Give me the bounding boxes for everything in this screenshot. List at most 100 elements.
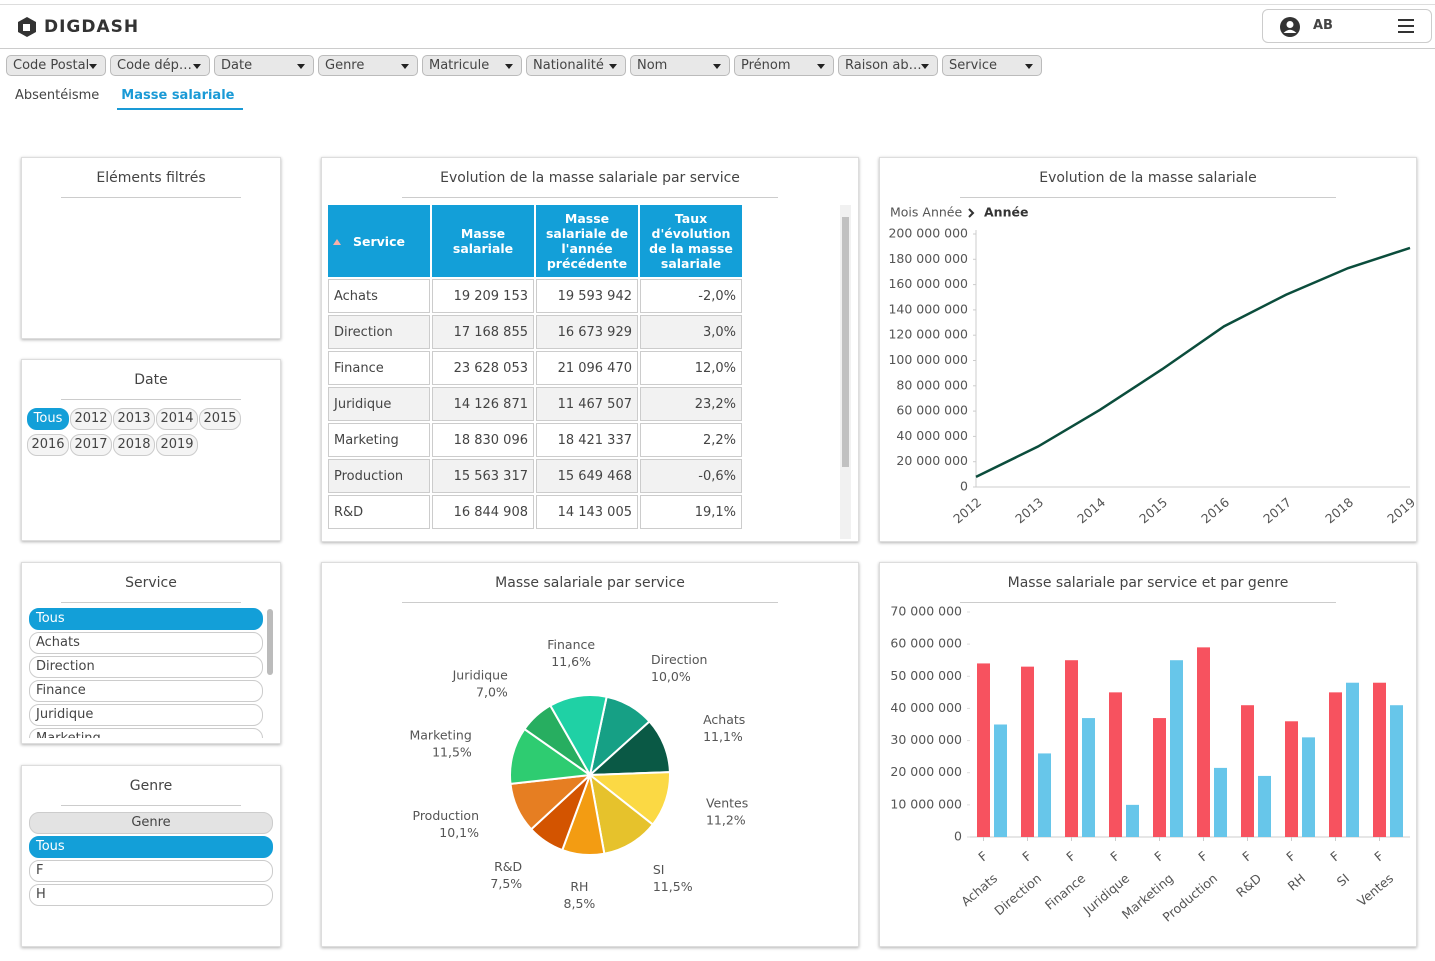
table-cell: 16 844 908 xyxy=(432,495,534,529)
y-tick-label: 20 000 000 xyxy=(896,453,968,468)
table-wrap: Service Masse salariale Masse salariale de… xyxy=(328,205,748,540)
column-header[interactable]: Masse salariale xyxy=(432,205,534,277)
date-option[interactable]: 2018 xyxy=(113,434,155,456)
scrollbar[interactable] xyxy=(840,205,851,539)
table-row: R&D 16 844 908 14 143 005 19,1% xyxy=(328,495,742,529)
bar[interactable] xyxy=(994,724,1007,838)
bar[interactable] xyxy=(1390,705,1403,837)
date-option[interactable]: 2014 xyxy=(156,408,198,430)
dropdown-caret xyxy=(713,64,721,69)
y-tick-label: 60 000 000 xyxy=(890,636,962,651)
filter-dropdown[interactable]: Service xyxy=(942,55,1042,76)
table-cell: 23,2% xyxy=(640,387,742,421)
x-sublabel: F xyxy=(1371,848,1386,864)
date-option[interactable]: 2019 xyxy=(156,434,198,456)
y-tick-label: 70 000 000 xyxy=(890,604,962,619)
x-tick-label: 2016 xyxy=(1198,494,1232,526)
slice-value: 11,1% xyxy=(703,729,743,744)
bar[interactable] xyxy=(1197,647,1210,837)
filter-dropdown[interactable]: Raison ab… xyxy=(838,55,938,76)
service-option[interactable]: Direction xyxy=(29,656,263,678)
x-tick-label: 2019 xyxy=(1384,494,1416,526)
service-option[interactable]: Juridique xyxy=(29,704,263,726)
date-option[interactable]: 2017 xyxy=(70,434,112,456)
date-option[interactable]: Tous xyxy=(27,408,69,430)
pie-panel: Masse salariale par service xyxy=(321,562,859,947)
bar[interactable] xyxy=(1109,692,1122,837)
y-tick-label: 0 xyxy=(960,479,968,494)
genre-option[interactable]: F xyxy=(29,860,273,882)
user-initials: AB xyxy=(1313,18,1333,33)
bar[interactable] xyxy=(1021,666,1034,837)
bar[interactable] xyxy=(977,663,990,837)
genre-option[interactable]: H xyxy=(29,884,273,906)
bar[interactable] xyxy=(1302,737,1315,837)
bar[interactable] xyxy=(1241,705,1254,837)
table-cell: 23 628 053 xyxy=(432,351,534,385)
bar[interactable] xyxy=(1285,721,1298,837)
service-option[interactable]: Achats xyxy=(29,632,263,654)
dropdown-caret xyxy=(921,64,929,69)
service-option[interactable]: Marketing xyxy=(29,728,263,738)
date-option[interactable]: 2012 xyxy=(70,408,112,430)
y-tick-label: 20 000 000 xyxy=(890,764,962,779)
filter-dropdown[interactable]: Matricule xyxy=(422,55,522,76)
slice-value: 7,5% xyxy=(490,876,522,891)
bar[interactable] xyxy=(1373,682,1386,837)
slice-label: SI xyxy=(653,862,665,877)
dropdown-caret xyxy=(505,64,513,69)
bar[interactable] xyxy=(1065,660,1078,837)
date-option[interactable]: 2013 xyxy=(113,408,155,430)
table-cell: 17 168 855 xyxy=(432,315,534,349)
slice-label: Marketing xyxy=(409,727,471,742)
x-tick-label: Ventes xyxy=(1354,870,1396,909)
y-tick-label: 200 000 000 xyxy=(888,226,968,241)
breadcrumb[interactable]: Mois Année xyxy=(890,205,962,220)
filter-dropdown[interactable]: Code Postal xyxy=(6,55,106,76)
column-header[interactable]: Masse salariale de l'année précédente xyxy=(536,205,638,277)
service-option[interactable]: Tous xyxy=(29,608,263,630)
slice-value: 7,0% xyxy=(476,684,508,699)
table-cell: 2,2% xyxy=(640,423,742,457)
filter-dropdown[interactable]: Code dép… xyxy=(110,55,210,76)
pie-slice[interactable] xyxy=(548,694,608,778)
scrollbar[interactable] xyxy=(267,609,273,675)
filter-dropdown[interactable]: Nom xyxy=(630,55,730,76)
bar[interactable] xyxy=(1082,718,1095,837)
bar[interactable] xyxy=(1214,767,1227,837)
bar[interactable] xyxy=(1329,692,1342,837)
bar[interactable] xyxy=(1346,682,1359,837)
user-menu[interactable]: AB xyxy=(1262,9,1432,43)
logo: DIGDASH xyxy=(44,17,140,37)
slice-label: RH xyxy=(570,879,588,894)
bar[interactable] xyxy=(1153,718,1166,837)
table-cell: Achats xyxy=(328,279,430,313)
bar[interactable] xyxy=(1038,753,1051,837)
x-tick-label: 2014 xyxy=(1074,494,1108,526)
tab[interactable]: Masse salariale xyxy=(117,88,244,110)
menu-icon[interactable] xyxy=(1397,19,1415,33)
scroll-thumb[interactable] xyxy=(842,217,849,467)
filter-label: Genre xyxy=(325,58,365,73)
y-tick-label: 40 000 000 xyxy=(890,700,962,715)
service-option[interactable]: Finance xyxy=(29,680,263,702)
filter-dropdown[interactable]: Prénom xyxy=(734,55,834,76)
date-option[interactable]: 2016 xyxy=(27,434,69,456)
column-header[interactable]: Taux d'évolution de la masse salariale xyxy=(640,205,742,277)
slice-label: Ventes xyxy=(706,795,748,810)
genre-option[interactable]: Tous xyxy=(29,836,273,858)
date-option[interactable]: 2015 xyxy=(199,408,241,430)
filter-dropdown[interactable]: Date xyxy=(214,55,314,76)
table-cell: -2,0% xyxy=(640,279,742,313)
bar[interactable] xyxy=(1258,775,1271,837)
filter-dropdown[interactable]: Nationalité xyxy=(526,55,626,76)
x-sublabel: F xyxy=(1063,848,1078,864)
slice-label: Direction xyxy=(651,652,707,667)
tab[interactable]: Absentéisme xyxy=(15,88,100,103)
bar[interactable] xyxy=(1126,804,1139,837)
header-row: Service Masse salariale Masse salariale de… xyxy=(328,205,742,277)
breadcrumb[interactable]: Année xyxy=(984,205,1028,220)
filter-dropdown[interactable]: Genre xyxy=(318,55,418,76)
column-header[interactable]: Service xyxy=(328,205,430,277)
bar[interactable] xyxy=(1170,660,1183,837)
